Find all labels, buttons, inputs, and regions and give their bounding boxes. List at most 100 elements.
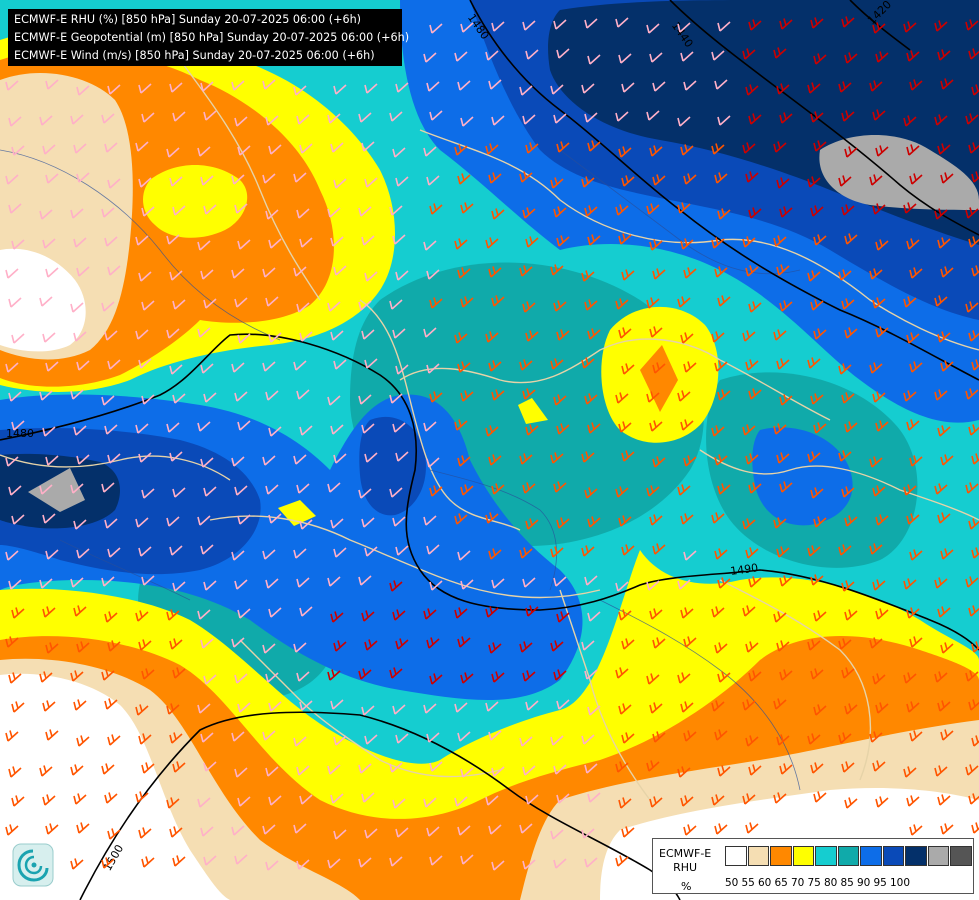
wind-barb bbox=[454, 51, 468, 62]
wind-barb bbox=[491, 115, 505, 126]
wind-barb bbox=[522, 765, 536, 776]
wind-barb bbox=[76, 454, 90, 465]
wind-barb bbox=[525, 49, 539, 60]
wind-barb bbox=[485, 143, 499, 155]
wind-barb bbox=[550, 452, 564, 464]
wind-barb bbox=[779, 763, 793, 775]
wind-barb bbox=[104, 142, 118, 153]
wind-barb bbox=[426, 81, 440, 92]
wind-barb bbox=[5, 824, 19, 836]
wind-barb bbox=[813, 53, 827, 65]
wind-barb bbox=[42, 700, 56, 712]
country-border bbox=[399, 338, 831, 421]
wind-barb bbox=[838, 175, 852, 187]
wind-barb bbox=[8, 391, 22, 402]
wind-barb bbox=[742, 518, 756, 530]
wind-barb bbox=[810, 762, 824, 774]
wind-barb bbox=[649, 796, 663, 808]
wind-barb bbox=[875, 145, 889, 157]
wind-barb bbox=[11, 607, 25, 619]
wind-barb bbox=[748, 764, 762, 776]
wind-barb bbox=[454, 144, 468, 156]
wind-barb bbox=[903, 296, 917, 308]
wind-barb bbox=[872, 391, 886, 403]
wind-barb bbox=[717, 389, 731, 401]
wind-barb bbox=[423, 608, 437, 620]
wind-barb bbox=[711, 143, 725, 155]
wind-barb bbox=[135, 610, 149, 622]
wind-barb bbox=[742, 48, 756, 60]
wind-barb bbox=[203, 486, 217, 497]
wind-barb bbox=[965, 19, 979, 31]
wind-barb bbox=[361, 141, 375, 152]
wind-barb bbox=[166, 328, 180, 339]
wind-barb bbox=[395, 364, 409, 375]
wind-barb bbox=[553, 858, 567, 869]
wind-barb bbox=[776, 640, 790, 652]
wind-barb bbox=[742, 142, 756, 154]
wind-barb bbox=[39, 484, 53, 495]
wind-barb bbox=[460, 390, 474, 402]
wind-barb bbox=[234, 767, 248, 778]
wind-barb bbox=[429, 23, 443, 34]
wind-barbs bbox=[5, 16, 979, 871]
wind-barb bbox=[903, 21, 917, 33]
wind-barb bbox=[841, 667, 855, 679]
wind-barb bbox=[968, 793, 979, 805]
legend-swatch bbox=[860, 846, 882, 866]
wind-barb bbox=[330, 699, 344, 710]
wind-barb bbox=[333, 265, 347, 276]
wind-barb bbox=[426, 826, 440, 837]
wind-barb bbox=[358, 575, 372, 586]
wind-barb bbox=[141, 394, 155, 405]
wind-barb bbox=[934, 765, 948, 777]
wind-barb bbox=[358, 206, 372, 217]
wind-barb bbox=[76, 641, 90, 653]
river bbox=[0, 149, 281, 341]
wind-barb bbox=[584, 487, 598, 499]
wind-barb bbox=[584, 205, 598, 217]
wind-barb bbox=[711, 331, 725, 343]
river bbox=[59, 539, 191, 601]
wind-barb bbox=[646, 110, 660, 121]
wind-barb bbox=[8, 485, 22, 496]
wind-barb bbox=[844, 421, 858, 433]
wind-barb bbox=[107, 359, 121, 370]
wind-barb bbox=[779, 394, 793, 406]
wind-barb bbox=[460, 116, 474, 127]
wind-barb bbox=[392, 422, 406, 433]
wind-barb bbox=[426, 175, 440, 186]
wind-barb bbox=[937, 143, 951, 155]
wind-barb bbox=[42, 332, 56, 343]
wind-barb bbox=[70, 114, 84, 125]
wind-barb bbox=[522, 388, 536, 400]
wind-barb bbox=[649, 420, 663, 432]
wind-barb bbox=[649, 145, 663, 157]
wind-barb bbox=[934, 208, 948, 220]
wind-barb bbox=[488, 548, 502, 560]
wind-barb bbox=[42, 606, 56, 618]
wind-barb bbox=[581, 545, 595, 557]
wind-barb bbox=[454, 796, 468, 807]
wind-barb bbox=[869, 80, 883, 92]
wind-barb bbox=[776, 83, 790, 95]
wind-barb bbox=[519, 823, 533, 834]
wind-barb bbox=[776, 177, 790, 189]
wind-barb bbox=[169, 451, 183, 462]
legend-tick: 100 bbox=[890, 877, 911, 889]
wind-barb bbox=[426, 269, 440, 280]
wind-barb bbox=[488, 79, 502, 90]
wind-barb bbox=[869, 456, 883, 468]
wind-barb bbox=[714, 729, 728, 741]
wind-barb bbox=[773, 423, 787, 435]
wind-barb bbox=[745, 735, 759, 747]
wind-barb bbox=[330, 330, 344, 341]
wind-barb bbox=[234, 297, 248, 308]
wind-barb bbox=[618, 609, 632, 621]
wind-barb bbox=[327, 113, 341, 124]
wind-barb bbox=[200, 363, 214, 374]
wind-barb bbox=[776, 264, 790, 276]
wind-barb bbox=[677, 484, 691, 496]
wind-barb bbox=[680, 513, 694, 525]
wind-barb bbox=[107, 178, 121, 189]
